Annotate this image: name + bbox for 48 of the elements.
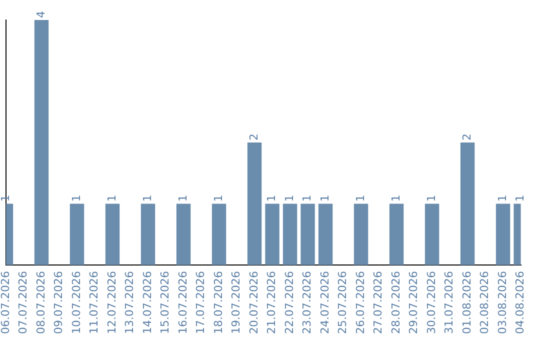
data-label: 1 — [265, 194, 278, 202]
x-tick-label: 03.08.2026 — [496, 271, 509, 334]
x-tick-label: 22.07.2026 — [282, 271, 296, 334]
data-label: 1 — [496, 194, 509, 202]
x-tick-label: 30.07.2026 — [424, 271, 438, 334]
x-tick-label: 04.08.2026 — [514, 271, 527, 334]
data-label: 1 — [514, 194, 527, 202]
x-tick-label: 20.07.2026 — [247, 271, 260, 334]
x-tick-label: 01.08.2026 — [460, 271, 474, 334]
data-label: 4 — [34, 11, 48, 18]
x-tick-label: 26.07.2026 — [354, 271, 367, 334]
data-label: 1 — [140, 194, 154, 202]
x-tick-label: 17.07.2026 — [194, 271, 208, 334]
x-tick-label: 12.07.2026 — [105, 271, 118, 334]
x-tick-label: 16.07.2026 — [176, 271, 190, 334]
x-tick-label: 25.07.2026 — [336, 271, 350, 334]
x-tick-label: 23.07.2026 — [300, 271, 314, 334]
x-tick-label: 13.07.2026 — [123, 271, 136, 334]
x-tick-label: 19.07.2026 — [230, 271, 243, 334]
x-tick-label: 07.07.2026 — [16, 271, 30, 334]
x-tick-label: 29.07.2026 — [407, 271, 420, 334]
data-label: 1 — [300, 194, 314, 202]
data-label: 1 — [318, 194, 332, 202]
data-label: 1 — [389, 194, 402, 202]
x-tick-label: 15.07.2026 — [158, 271, 172, 334]
x-tick-label: 18.07.2026 — [212, 271, 225, 334]
data-label: 1 — [212, 194, 225, 202]
x-tick-label: 27.07.2026 — [372, 271, 385, 334]
data-label: 1 — [282, 194, 296, 202]
data-label: 1 — [354, 194, 367, 202]
data-label: 2 — [247, 134, 260, 141]
x-tick-label: 08.07.2026 — [34, 271, 48, 334]
data-label: 1 — [424, 194, 438, 202]
x-tick-label: 10.07.2026 — [70, 271, 83, 334]
data-label: 2 — [460, 134, 474, 141]
x-tick-label: 06.07.2026 — [0, 271, 12, 334]
data-label: 1 — [176, 194, 190, 202]
x-tick-label: 11.07.2026 — [88, 271, 101, 334]
data-label: 1 — [0, 194, 12, 202]
x-tick-label: 21.07.2026 — [265, 271, 278, 334]
data-label: 1 — [70, 194, 83, 202]
x-tick-label: 28.07.2026 — [389, 271, 402, 334]
x-tick-label: 31.07.2026 — [442, 271, 456, 334]
data-label: 1 — [105, 194, 118, 202]
x-tick-label: 24.07.2026 — [318, 271, 332, 334]
x-tick-label: 02.08.2026 — [478, 271, 492, 334]
x-tick-label: 14.07.2026 — [140, 271, 154, 334]
x-tick-label: 09.07.2026 — [52, 271, 66, 334]
